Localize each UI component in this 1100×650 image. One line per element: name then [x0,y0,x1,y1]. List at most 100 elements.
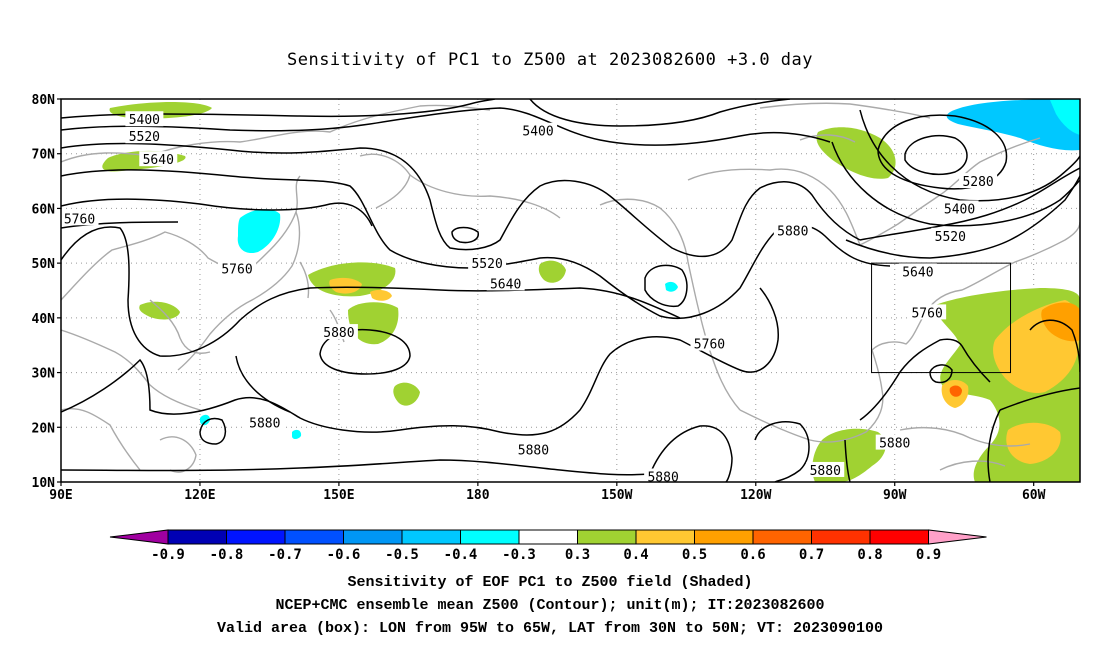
colorbar-label: -0.3 [502,547,536,563]
colorbar-label: 0.3 [565,547,590,563]
contour-label: 5760 [64,212,95,227]
contour-5880-main [61,226,681,357]
contour-label: 5520 [935,230,966,245]
colorbar-segment [401,529,461,545]
contour-label: 5880 [647,471,678,486]
contour-5400-mid [529,99,791,127]
colorbar-label: -0.9 [151,547,185,563]
colorbar: -0.9 -0.8 -0.7 -0.6 -0.5 -0.4 -0.3 0.3 0.4 0.5 0.6… [109,529,987,563]
contour-5880-bottom-east [987,409,1001,482]
contour-label: 5880 [810,464,841,479]
contour-label-bg [931,227,970,243]
map-frame [60,98,1081,483]
contour-label: 5640 [902,265,933,280]
colorbar-end-left [109,529,169,545]
contour-5520-loop [451,226,479,244]
contour-label: 5880 [323,326,354,341]
shade-orange [1006,422,1061,464]
sensitivity-shading [102,99,1080,482]
contour-label: 5520 [129,130,160,145]
colorbar-label: -0.7 [268,547,302,563]
colorbar-label: 0.8 [857,547,882,563]
contour-5640-east [859,167,1080,241]
caption-line-2: NCEP+CMC ensemble mean Z500 (Contour); u… [275,597,825,614]
contour-5520-east [831,141,1080,227]
contour-label: 5760 [221,263,252,278]
contour-label-bg [319,324,358,340]
contour-label-bg [218,260,257,276]
colorbar-label: 0.4 [623,547,648,563]
colorbar-segment [635,529,695,545]
contour-label: 5640 [490,277,521,292]
z500-contours [61,99,1080,482]
contour-label-bg [519,122,558,138]
shade-green [393,382,420,406]
lat-tick-label: 70N [32,148,56,163]
contour-label-bg [875,434,914,450]
shade-cyan [665,281,678,292]
colorbar-segment [460,529,520,545]
shade-cyan [292,429,302,439]
contour-label: 5880 [777,224,808,239]
contour-label-bg [940,200,979,216]
shade-green [538,260,566,283]
lon-tick-label: 60W [1022,488,1046,503]
contour-5880-se2 [754,421,810,482]
contour-5760-east [845,175,1080,259]
contour-5880-loop-east [929,364,953,384]
contour-label-bg [898,263,937,279]
lon-tick-label: 90E [49,488,72,503]
lon-tick-label: 150W [601,488,632,503]
contour-label-bg [644,468,683,484]
colorbar-label: 0.7 [799,547,824,563]
colorbar-segment [226,529,286,545]
contour-label: 5880 [249,416,280,431]
shade-green [139,301,180,320]
contour-5880-north [61,198,373,227]
contour-5880-tropic [235,355,291,413]
contour-5880-south [61,287,779,436]
contour-label: 5400 [522,125,553,140]
lat-tick-label: 50N [32,257,56,272]
contour-label: 5280 [962,175,993,190]
caption-line-3: Valid area (box): LON from 95W to 65W, L… [216,620,884,637]
colorbar-end-right [928,529,987,545]
contour-5880-right [999,387,1080,411]
lat-tick-label: 20N [32,421,56,436]
contour-label-bg [468,255,507,271]
lon-tick-label: 150E [323,488,354,503]
contour-label-bg [60,210,99,226]
colorbar-label: -0.4 [444,547,478,563]
shade-green [348,302,399,345]
caption-line-1: Sensitivity of EOF PC1 to Z500 field (Sh… [347,574,753,591]
contour-label: 5880 [879,437,910,452]
contour-5880-se3 [844,439,851,482]
lon-tick-label: 180 [466,488,490,503]
contour-label-bg [125,111,164,127]
contour-label-bg [806,461,845,477]
colorbar-segment [752,529,812,545]
lat-tick-label: 40N [32,312,56,327]
contour-label-bg [486,275,525,291]
colorbar-segment [577,529,637,545]
lon-tick-label: 120W [740,488,771,503]
colorbar-segment [284,529,344,545]
contour-label-bg [959,173,998,189]
shade-cyan [200,414,210,426]
shade-lightblue [946,99,1080,151]
contour-label-bg [125,128,164,144]
shade-green [816,127,896,179]
contour-5520-west [61,107,831,146]
contour-label: 5640 [143,153,174,168]
colorbar-segment [694,529,754,545]
contour-label: 5880 [518,444,549,459]
shade-cyan [1050,99,1080,135]
contour-label: 5400 [129,113,160,128]
colorbar-segment [869,529,929,545]
colorbar-label: -0.5 [385,547,419,563]
contour-label-bg [908,304,947,320]
lon-tick-label: 120E [184,488,215,503]
lon-tick-label: 90W [883,488,907,503]
